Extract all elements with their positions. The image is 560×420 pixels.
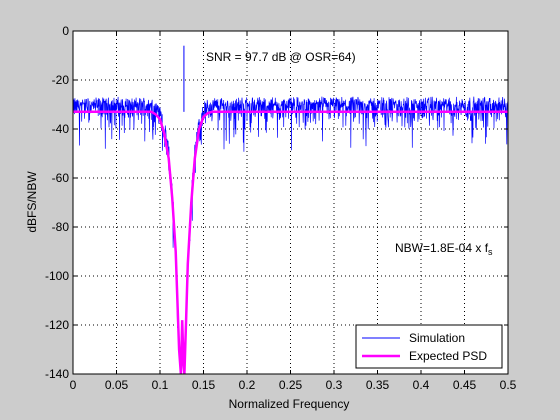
legend-label-simulation: Simulation [409, 331, 465, 345]
x-axis-label: Normalized Frequency [229, 397, 350, 411]
expected-psd-line [73, 110, 508, 375]
y-tick-label: -40 [52, 122, 70, 136]
x-tick-label: 0.1 [152, 378, 169, 392]
nbw-annotation-subscript: s [488, 247, 493, 257]
y-tick-label: -120 [45, 318, 69, 332]
nbw-annotation: NBW=1.8E-04 x fs [395, 241, 493, 257]
y-tick-label: -20 [52, 73, 70, 87]
x-tick-label: 0.05 [105, 378, 129, 392]
series-layer [72, 45, 509, 375]
y-tick-label: -80 [52, 220, 70, 234]
x-tick-label: 0.35 [366, 378, 390, 392]
x-tick-label: 0.15 [192, 378, 216, 392]
legend: Simulation Expected PSD [355, 324, 503, 369]
y-tick-label: -100 [45, 269, 69, 283]
y-tick-label: 0 [62, 24, 69, 38]
legend-label-expected-psd: Expected PSD [409, 349, 487, 363]
x-tick-label: 0 [70, 378, 77, 392]
y-tick-label: -60 [52, 171, 70, 185]
legend-box [355, 324, 503, 369]
ticks: 0 0.05 0.1 0.15 0.2 0.25 0.3 0.35 0.4 0.45 0.5 0 -20… [45, 24, 517, 392]
x-tick-label: 0.45 [453, 378, 477, 392]
snr-annotation: SNR = 97.7 dB @ OSR=64) [206, 50, 356, 64]
x-tick-label: 0.3 [326, 378, 343, 392]
y-tick-label: -140 [45, 367, 69, 381]
grid [73, 31, 508, 374]
nbw-annotation-text: NBW=1.8E-04 x f [395, 241, 489, 255]
x-tick-label: 0.2 [239, 378, 256, 392]
plot-background [73, 31, 508, 374]
x-tick-label: 0.5 [500, 378, 517, 392]
x-tick-label: 0.25 [279, 378, 303, 392]
x-tick-label: 0.4 [413, 378, 430, 392]
y-axis-label: dBFS/NBW [25, 171, 39, 233]
